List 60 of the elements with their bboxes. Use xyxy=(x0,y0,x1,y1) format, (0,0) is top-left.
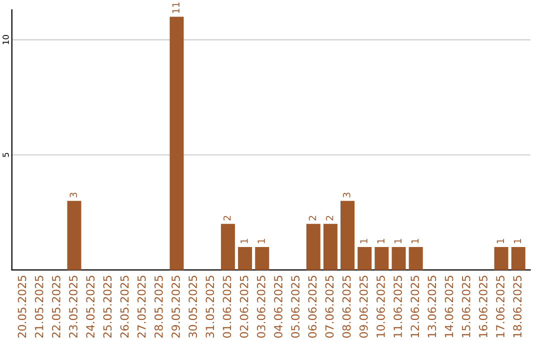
x-tick-label: 16.06.2025 xyxy=(478,276,488,338)
x-tick-label: 20.05.2025 xyxy=(18,276,26,338)
x-tick-label: 25.05.2025 xyxy=(103,276,112,338)
x-tick-label: 30.05.2025 xyxy=(188,276,198,338)
bar xyxy=(374,246,389,270)
x-tick-label: 23.05.2025 xyxy=(69,276,78,338)
x-tick-label: 11.06.2025 xyxy=(394,276,402,338)
x-tick-label: 09.06.2025 xyxy=(359,276,368,338)
x-tick-label: 01.06.2025 xyxy=(222,276,232,338)
data-label: 3 xyxy=(342,192,350,198)
bar xyxy=(170,16,184,270)
x-tick-label: 29.05.2025 xyxy=(172,276,180,338)
x-tick-label: 05.06.2025 xyxy=(291,276,300,338)
x-tick-label: 18.06.2025 xyxy=(513,276,522,338)
x-tick-label: 31.05.2025 xyxy=(206,276,214,338)
data-label: 2 xyxy=(223,216,231,220)
bar xyxy=(323,224,338,270)
bar xyxy=(511,246,526,270)
x-tick-label: 26.05.2025 xyxy=(120,276,129,338)
data-label: 1 xyxy=(360,238,368,244)
bar xyxy=(220,224,235,270)
y-tick-label: 5 xyxy=(2,152,9,157)
data-label: 1 xyxy=(496,238,504,244)
x-tick-label: 27.05.2025 xyxy=(137,276,146,338)
bar xyxy=(392,246,406,270)
bar xyxy=(494,246,508,270)
bar xyxy=(67,200,82,270)
bar xyxy=(340,200,355,270)
data-label: 1 xyxy=(514,238,522,244)
x-tick-label: 07.06.2025 xyxy=(325,276,334,338)
x-tick-label: 13.06.2025 xyxy=(428,276,436,338)
data-label: 2 xyxy=(326,216,334,220)
x-tick-label: 24.05.2025 xyxy=(86,276,95,338)
data-label: 1 xyxy=(377,238,384,244)
x-tick-label: 08.06.2025 xyxy=(342,276,351,338)
y-tick-label: 10 xyxy=(2,35,9,44)
x-tick-label: 28.05.2025 xyxy=(154,276,163,338)
bar xyxy=(358,246,372,270)
bar xyxy=(238,246,252,270)
x-tick-label: 14.06.2025 xyxy=(444,276,454,338)
bar xyxy=(255,246,270,270)
data-label: 1 xyxy=(258,238,265,244)
data-label: 1 xyxy=(240,238,248,244)
x-tick-label: 22.05.2025 xyxy=(52,276,60,338)
x-tick-label: 02.06.2025 xyxy=(240,276,248,338)
bar xyxy=(408,246,423,270)
x-tick-label: 12.06.2025 xyxy=(410,276,420,338)
x-tick-label: 04.06.2025 xyxy=(274,276,282,338)
x-tick-label: 17.06.2025 xyxy=(496,276,504,338)
data-label: 2 xyxy=(308,216,316,220)
x-tick-label: 03.06.2025 xyxy=(256,276,266,338)
data-label: 11 xyxy=(172,2,180,13)
x-tick-label: 15.06.2025 xyxy=(462,276,470,338)
data-label: 1 xyxy=(394,238,402,244)
x-tick-label: 10.06.2025 xyxy=(376,276,385,338)
bar xyxy=(306,224,320,270)
x-tick-label: 21.05.2025 xyxy=(34,276,44,338)
x-tick-label: 06.06.2025 xyxy=(308,276,317,338)
data-label: 1 xyxy=(411,238,419,244)
data-label: 3 xyxy=(70,192,78,198)
